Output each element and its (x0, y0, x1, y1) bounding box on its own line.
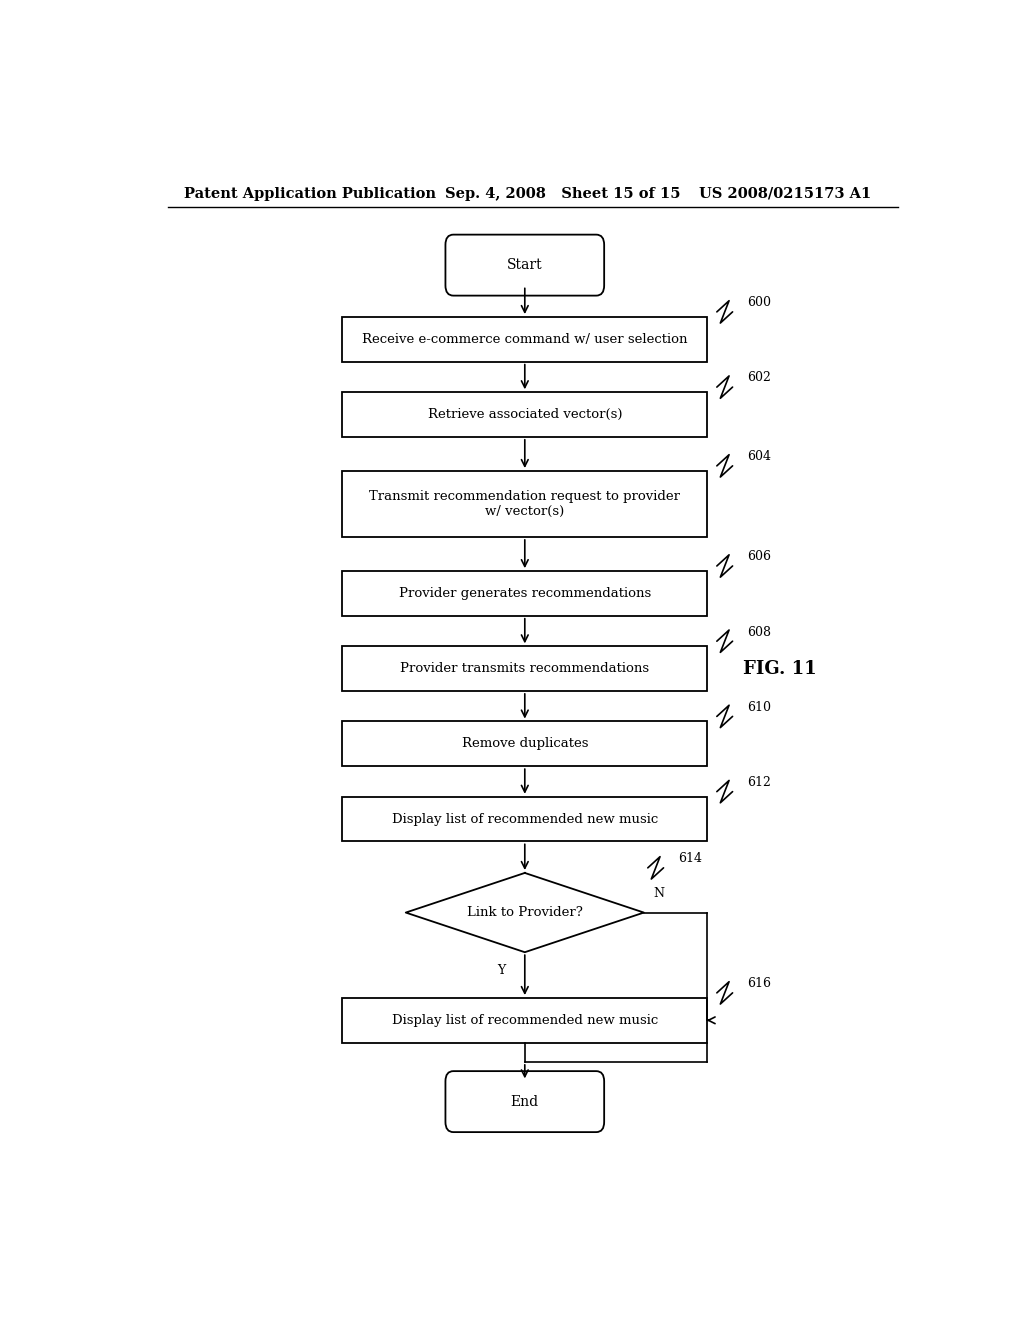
Text: Y: Y (497, 965, 505, 977)
Text: Display list of recommended new music: Display list of recommended new music (391, 813, 658, 825)
Text: 610: 610 (748, 701, 771, 714)
Bar (342, 572, 708, 616)
Text: 604: 604 (748, 450, 771, 463)
FancyBboxPatch shape (445, 1071, 604, 1133)
Text: Retrieve associated vector(s): Retrieve associated vector(s) (428, 408, 622, 421)
Text: 614: 614 (678, 853, 702, 865)
Text: Patent Application Publication: Patent Application Publication (183, 187, 435, 201)
Text: Start: Start (507, 259, 543, 272)
Text: Receive e-commerce command w/ user selection: Receive e-commerce command w/ user selec… (362, 333, 687, 346)
Bar (342, 317, 708, 362)
Text: 608: 608 (748, 626, 771, 639)
Text: Sep. 4, 2008   Sheet 15 of 15: Sep. 4, 2008 Sheet 15 of 15 (445, 187, 681, 201)
Text: 616: 616 (748, 977, 771, 990)
Text: Link to Provider?: Link to Provider? (467, 906, 583, 919)
Text: End: End (511, 1094, 539, 1109)
Text: Remove duplicates: Remove duplicates (462, 738, 588, 750)
Bar (342, 392, 708, 437)
Text: US 2008/0215173 A1: US 2008/0215173 A1 (699, 187, 871, 201)
Text: 612: 612 (748, 776, 771, 789)
Text: 602: 602 (748, 371, 771, 384)
Bar (342, 722, 708, 766)
Text: 600: 600 (748, 296, 771, 309)
Bar (342, 998, 708, 1043)
Text: 606: 606 (748, 550, 771, 564)
Text: Provider generates recommendations: Provider generates recommendations (398, 587, 651, 599)
Text: Provider transmits recommendations: Provider transmits recommendations (400, 663, 649, 675)
Text: Transmit recommendation request to provider
w/ vector(s): Transmit recommendation request to provi… (370, 490, 680, 517)
Bar (342, 471, 708, 537)
Bar (342, 797, 708, 841)
Text: Display list of recommended new music: Display list of recommended new music (391, 1014, 658, 1027)
Polygon shape (406, 873, 644, 952)
Text: FIG. 11: FIG. 11 (743, 660, 817, 677)
FancyBboxPatch shape (445, 235, 604, 296)
Text: N: N (653, 887, 665, 900)
Bar (342, 647, 708, 690)
